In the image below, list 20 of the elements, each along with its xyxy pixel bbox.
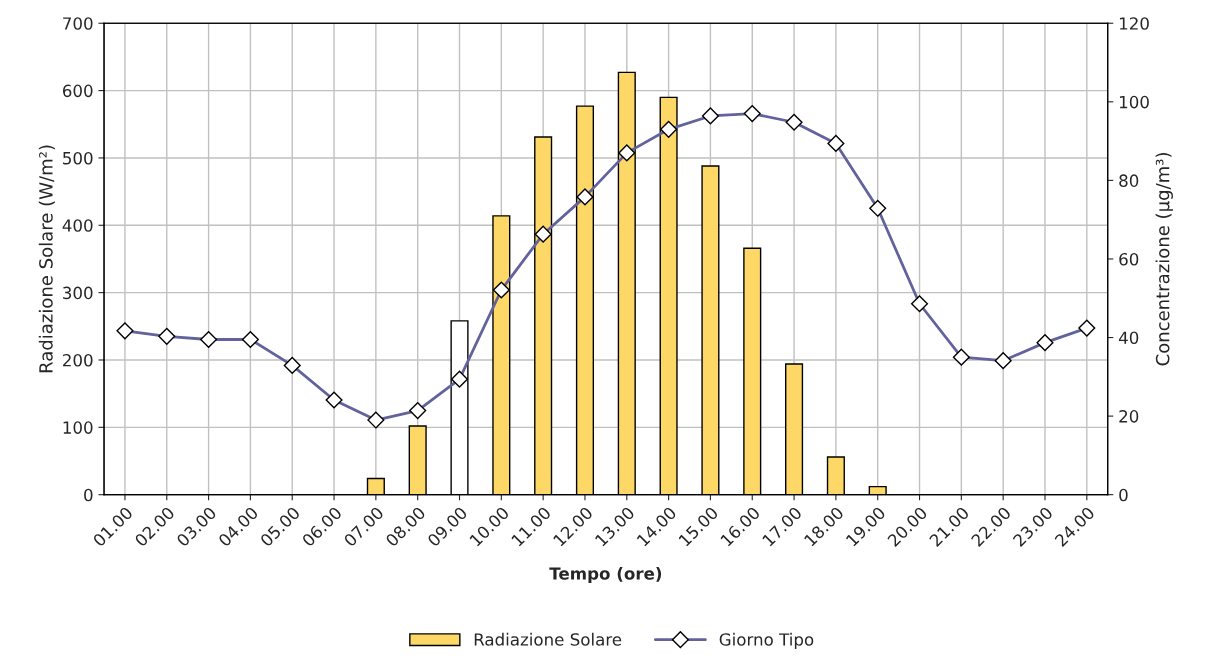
- y-axis-title: Radiazione Solare (W/m²): [38, 145, 55, 373]
- y-tick-label: 500: [63, 151, 93, 165]
- y2-tick-label: 0: [1119, 488, 1128, 502]
- y2-tick-label: 100: [1119, 95, 1149, 109]
- legend-label: Giorno Tipo: [719, 632, 814, 649]
- y-tick-label: 600: [62, 84, 93, 98]
- x-axis-title: Tempo (ore): [549, 566, 662, 584]
- y2-tick-label: 20: [1119, 410, 1139, 423]
- y2-tick-label: 40: [1118, 331, 1139, 345]
- y-tick-label: 100: [63, 421, 93, 434]
- y2-tick-label: 60: [1119, 252, 1139, 266]
- legend-label: Radiazione Solare: [474, 632, 622, 646]
- y2-tick-label: 120: [1119, 17, 1149, 30]
- y-tick-label: 700: [63, 17, 93, 30]
- y2-tick-label: 80: [1119, 174, 1139, 187]
- y2-axis-title: Concentrazione (µg/m³): [1155, 153, 1173, 366]
- y-tick-label: 400: [62, 219, 93, 232]
- y-tick-label: 0: [84, 488, 93, 502]
- y-tick-label: 200: [63, 353, 93, 367]
- y-tick-label: 300: [63, 286, 93, 300]
